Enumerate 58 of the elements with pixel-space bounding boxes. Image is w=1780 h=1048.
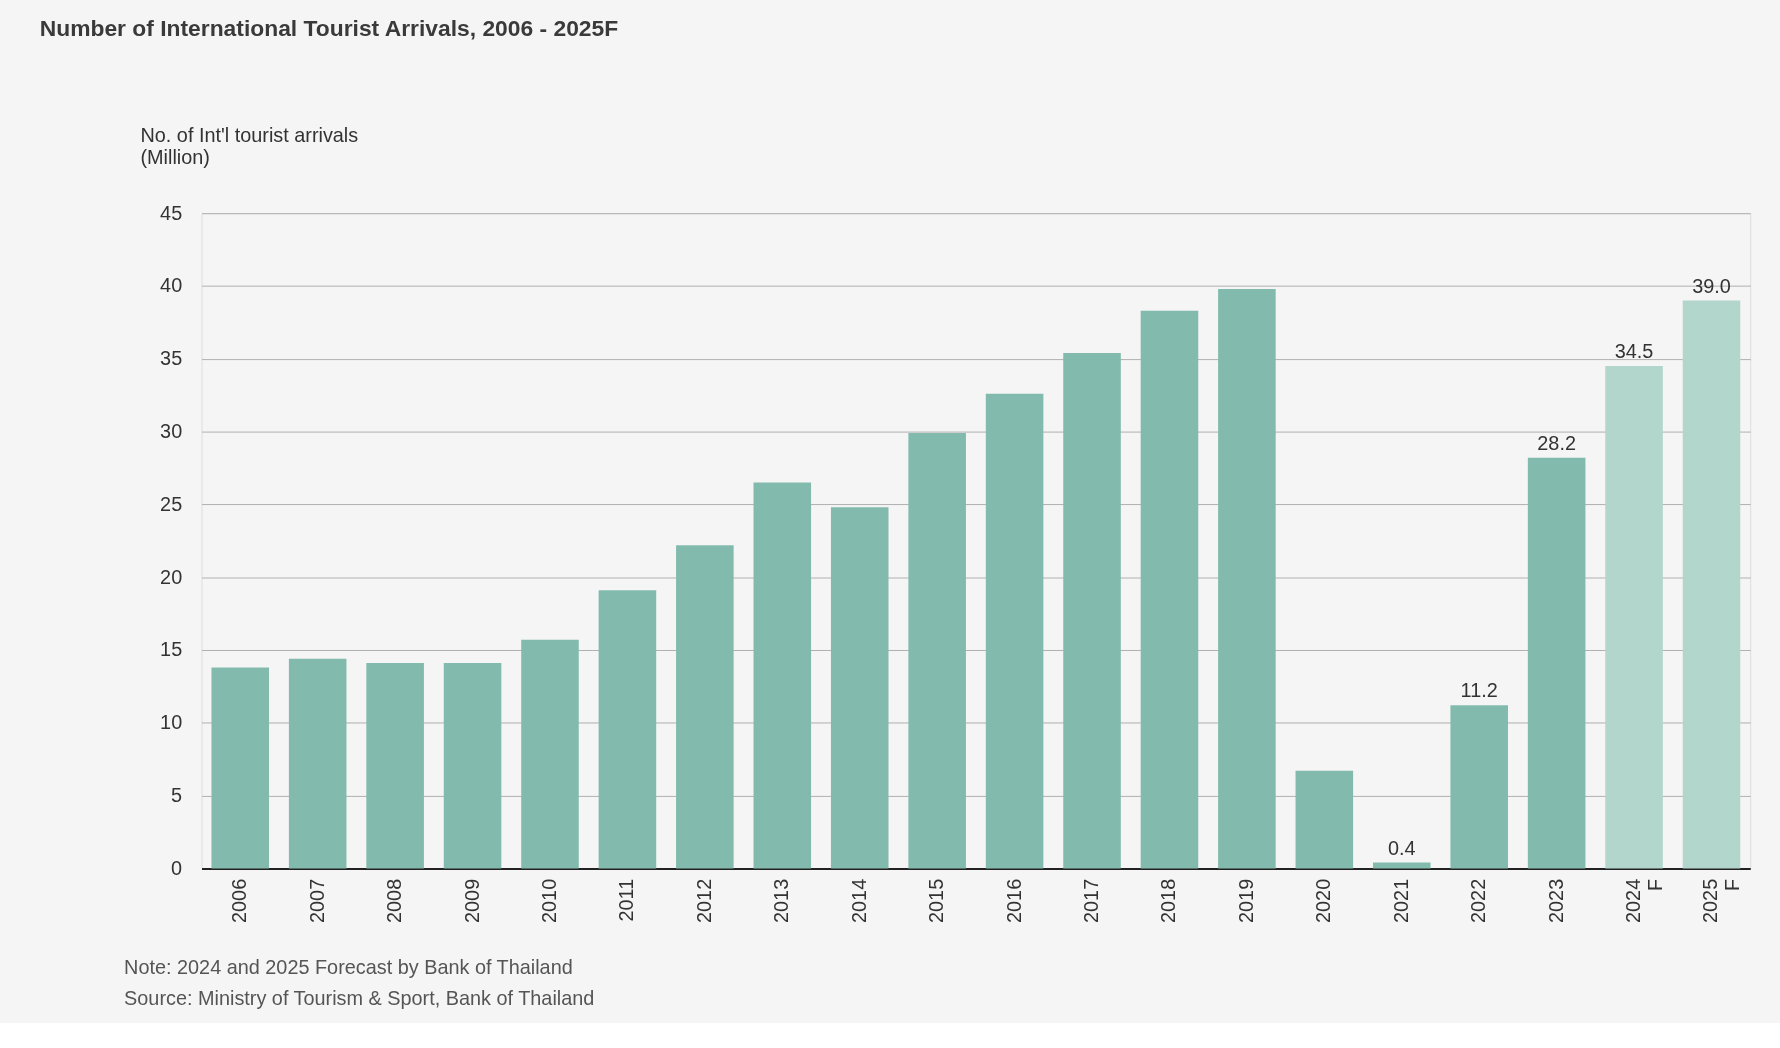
bar — [1682, 300, 1741, 869]
x-tick-label: 2007 — [305, 878, 328, 923]
bar — [908, 433, 966, 869]
bar — [1063, 352, 1121, 869]
x-tick-label: 2011 — [615, 878, 638, 922]
data-label: 28.2 — [1537, 431, 1576, 454]
x-tick-label: 2014 — [847, 878, 870, 923]
bar — [288, 658, 347, 869]
chart-title: Number of International Tourist Arrivals, 2006 - 2025F — [39, 15, 619, 42]
bar — [211, 667, 270, 869]
x-tick-label: 2013 — [770, 878, 793, 923]
data-label: 39.0 — [1692, 274, 1731, 297]
y-tick-label: 20 — [160, 565, 183, 588]
x-tick-label: 2021 — [1389, 878, 1412, 923]
y-tick-label: 10 — [160, 711, 183, 734]
y-tick-label: 30 — [160, 420, 183, 443]
y-tick-label: 5 — [171, 784, 183, 807]
data-label: 11.2 — [1460, 679, 1498, 702]
y-tick-label: 40 — [160, 274, 183, 297]
data-label: 0.4 — [1387, 836, 1416, 859]
x-tick-label: 2009 — [460, 878, 483, 923]
x-tick-label: 2008 — [383, 878, 406, 923]
bar — [521, 639, 579, 869]
bar — [443, 663, 502, 869]
bar — [366, 663, 424, 869]
bar — [985, 393, 1044, 869]
x-tick-label: 2018 — [1157, 878, 1180, 923]
y-tick-label: 45 — [160, 201, 183, 224]
x-tick-label: 2022 — [1467, 878, 1490, 923]
x-tick-label: 2025 F — [1699, 878, 1744, 923]
x-tick-label: 2024 F — [1622, 878, 1666, 923]
bar — [830, 507, 889, 869]
bar — [1527, 457, 1586, 869]
x-tick-label: 2006 — [228, 878, 251, 923]
y-tick-label: 25 — [160, 492, 183, 515]
x-tick-label: 2015 — [925, 878, 948, 923]
bar — [1218, 288, 1276, 869]
bar — [1295, 770, 1354, 869]
bar — [598, 590, 657, 869]
x-tick-label: 2020 — [1312, 878, 1335, 923]
x-tick-label: 2017 — [1079, 878, 1102, 923]
bar — [1450, 705, 1508, 869]
bar — [1605, 366, 1663, 869]
y-tick-label: 15 — [160, 638, 183, 661]
x-tick-label: 2012 — [692, 878, 715, 923]
data-label: 34.5 — [1614, 340, 1654, 363]
x-tick-label: 2016 — [1002, 878, 1025, 923]
y-tick-label: 35 — [160, 347, 183, 370]
x-tick-label: 2010 — [537, 878, 560, 923]
y-axis-title: No. of Int'l tourist arrivals (Million) — [140, 124, 359, 169]
y-tick-label: 0 — [171, 856, 183, 879]
bar — [753, 482, 812, 869]
source-note: Source: Ministry of Tourism & Sport, Bank of Thailand — [124, 987, 595, 1010]
text: Note: 2024 and 2025 Forecast by Bank of Thailand — [124, 955, 573, 978]
x-tick-label: 2023 — [1544, 878, 1567, 923]
bar — [676, 545, 734, 869]
bar — [1140, 310, 1199, 869]
x-tick-label: 2019 — [1234, 878, 1257, 923]
